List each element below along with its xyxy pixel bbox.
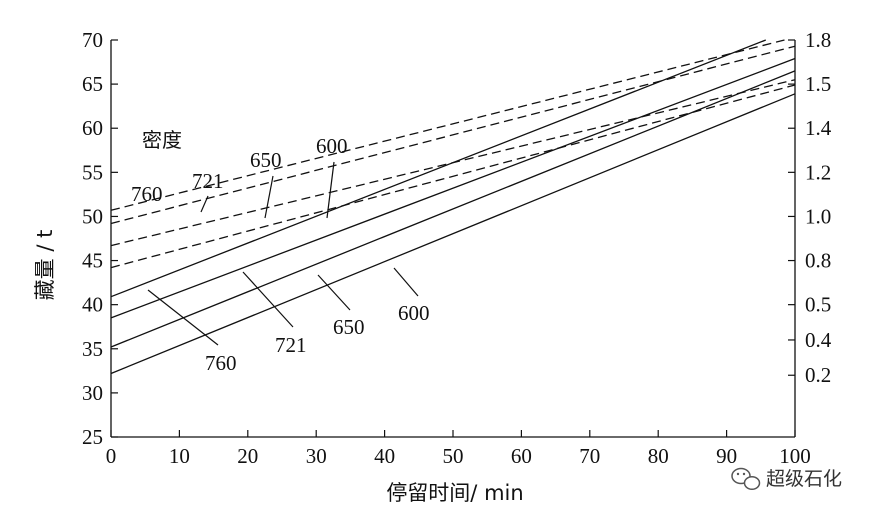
y-tick-label: 45 (82, 249, 103, 273)
plot-frame (110, 40, 796, 438)
top-label-721: 721 (192, 169, 224, 193)
series-line-solid-760 (110, 39, 767, 298)
bottom-label-600: 600 (398, 301, 430, 325)
bottom-leader-600 (393, 267, 419, 297)
x-tick-label: 50 (443, 444, 464, 468)
y-tick-label: 60 (82, 116, 103, 140)
y2-tick-label: 0.2 (805, 363, 831, 387)
y2-tick-label: 0.8 (805, 249, 831, 273)
series-line-dashed-721 (110, 45, 796, 225)
x-tick-label: 80 (648, 444, 669, 468)
bottom-leader-650 (317, 274, 351, 311)
y-tick-label: 40 (82, 293, 103, 317)
y2-tick-label: 1.4 (805, 116, 832, 140)
x-tick-label: 40 (374, 444, 395, 468)
series-line-dashed-650 (110, 79, 796, 247)
y-tick-label: 30 (82, 381, 103, 405)
series-line-solid-600 (110, 93, 796, 375)
x-tick-label: 0 (106, 444, 117, 468)
top-leader-721 (200, 195, 209, 213)
x-tick-label: 100 (779, 444, 811, 468)
bottom-leader-760 (147, 289, 219, 346)
series-layer (110, 39, 796, 375)
y-axis-ticks: 25 30 35 40 45 50 55 60 65 70 (82, 28, 118, 449)
density-label: 密度 (142, 128, 182, 152)
bottom-label-721: 721 (275, 333, 307, 357)
y2-tick-label: 1.0 (805, 204, 831, 228)
top-leader-650 (264, 175, 274, 219)
y2-tick-label: 1.8 (805, 28, 831, 52)
x-axis-ticks: 0 10 20 30 40 50 60 70 80 90 100 (106, 430, 811, 468)
y-axis-title: 藏量 / t (33, 230, 57, 301)
top-label-760: 760 (131, 182, 163, 206)
top-label-600: 600 (316, 134, 348, 158)
x-tick-label: 30 (306, 444, 327, 468)
y-tick-label: 35 (82, 337, 103, 361)
watermark-text: 超级石化 (766, 468, 842, 490)
annotations-layer: 密度 760 721 650 600 760 721 650 600 (131, 128, 430, 375)
y2-tick-label: 1.2 (805, 160, 831, 184)
y2-axis-ticks: 0.2 0.4 0.5 0.8 1.0 1.2 1.4 1.5 1.8 (788, 28, 832, 387)
watermark: 超级石化 (731, 467, 842, 491)
y-tick-label: 70 (82, 28, 103, 52)
y-tick-label: 50 (82, 204, 103, 228)
series-line-dashed-760 (110, 39, 785, 211)
series-line-solid-721 (110, 57, 796, 319)
bottom-leader-721 (242, 271, 294, 328)
y-tick-label: 65 (82, 72, 103, 96)
top-label-650: 650 (250, 148, 282, 172)
y2-tick-label: 1.5 (805, 72, 831, 96)
bottom-label-760: 760 (205, 351, 237, 375)
x-tick-label: 90 (716, 444, 737, 468)
x-axis-title: 停留时间/ min (386, 481, 523, 505)
y2-tick-label: 0.5 (805, 293, 831, 317)
x-tick-label: 20 (237, 444, 258, 468)
bottom-label-650: 650 (333, 315, 365, 339)
series-line-dashed-600 (110, 84, 796, 269)
series-line-solid-650 (110, 70, 796, 348)
y-tick-label: 55 (82, 160, 103, 184)
x-tick-label: 70 (579, 444, 600, 468)
wechat-icon (731, 467, 761, 491)
x-tick-label: 10 (169, 444, 190, 468)
top-leader-600 (326, 161, 335, 219)
y-tick-label: 25 (82, 425, 103, 449)
x-tick-label: 60 (511, 444, 532, 468)
y2-tick-label: 0.4 (805, 328, 832, 352)
